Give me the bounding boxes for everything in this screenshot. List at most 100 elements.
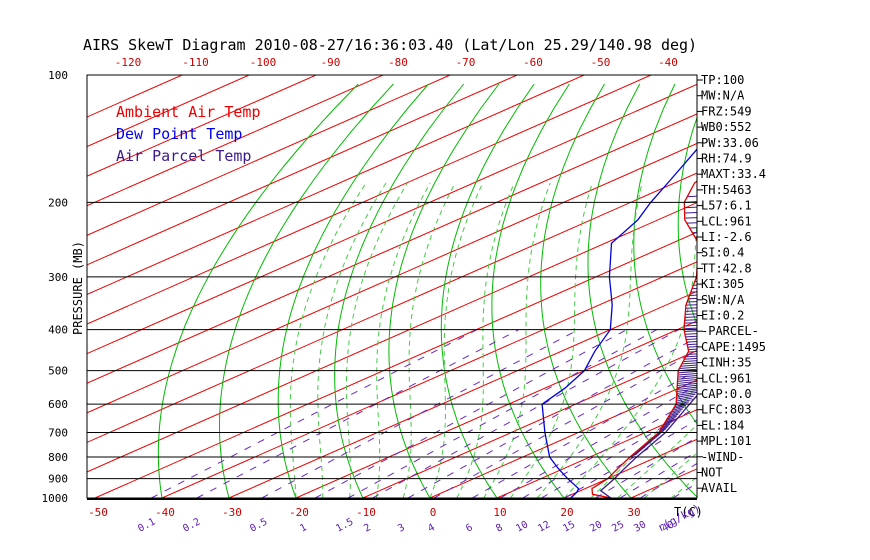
- dry-adiabat: [219, 83, 394, 498]
- dry-adiabat: [334, 83, 465, 498]
- isotherm: [87, 113, 697, 384]
- cape-hatch-line: [688, 351, 697, 353]
- mixing-ratio-line: [314, 329, 627, 498]
- parcel-param-lfc: LFC:803: [701, 403, 752, 417]
- cape-hatch-line: [664, 418, 675, 423]
- parcel-param-lcl: LCL:961: [701, 371, 752, 385]
- moist-adiabat: [563, 218, 697, 498]
- isotherm: [87, 202, 697, 473]
- moist-adiabat: [590, 385, 697, 498]
- param-tp: TP:100: [701, 73, 744, 87]
- grid-lines: [87, 75, 870, 507]
- chart-title: AIRS SkewT Diagram 2010-08-27/16:36:03.4…: [83, 36, 697, 54]
- cape-hatch-line: [684, 327, 697, 330]
- cape-hatch-line: [676, 390, 697, 394]
- temp-tick-label-top: -70: [456, 56, 476, 69]
- dry-adiabat: [843, 84, 870, 507]
- cape-hatch-line: [680, 364, 697, 367]
- param-ei: EI:0.2: [701, 309, 744, 323]
- temp-tick-label-bottom: -10: [356, 506, 376, 519]
- isotherm: [228, 290, 697, 498]
- pressure-tick-label: 300: [48, 271, 68, 284]
- wind-line: NOT: [701, 466, 723, 480]
- param-l57: L57:6.1: [701, 199, 752, 213]
- cape-hatch-line: [683, 360, 697, 363]
- parcel-param-cap: CAP:0.0: [701, 387, 752, 401]
- mixing-ratio-line: [564, 419, 697, 498]
- mixing-ratio-tick-label: 1.5: [334, 516, 355, 534]
- cape-hatch-line: [662, 422, 672, 426]
- legend: Ambient Air Temp Dew Point Temp Air Parc…: [116, 103, 261, 165]
- mixing-ratio-tick-label: 30: [632, 519, 648, 534]
- temp-tick-label-bottom: -50: [88, 506, 108, 519]
- dewpoint-line: [541, 148, 697, 498]
- cape-hatch-line: [681, 362, 697, 365]
- wind-line: AVAIL: [701, 481, 737, 495]
- moist-adiabat: [456, 182, 515, 498]
- moist-adiabat: [429, 182, 484, 498]
- temp-tick-label-bottom: -20: [289, 506, 309, 519]
- mixing-ratio-tick-label: 20: [588, 519, 604, 534]
- cape-hatch-line: [667, 413, 679, 418]
- y-axis-label: PRESSURE (MB): [71, 241, 85, 335]
- cape-hatch-line: [684, 333, 697, 335]
- param-mw: MW:N/A: [701, 89, 745, 103]
- legend-dew-point-temp: Dew Point Temp: [116, 125, 242, 143]
- cape-hatch-line: [676, 386, 697, 391]
- temp-tick-label-top: -60: [523, 56, 543, 69]
- isotherm: [765, 75, 870, 498]
- isotherm: [496, 409, 697, 498]
- mixing-ratio-line: [541, 406, 697, 498]
- moist-adiabat: [375, 182, 431, 498]
- mixing-ratio-tick-label: 2: [362, 522, 372, 535]
- isotherm: [87, 75, 518, 266]
- pressure-tick-label: 100: [48, 69, 68, 82]
- dry-adiabat: [540, 83, 632, 498]
- isotherm: [87, 75, 451, 236]
- param-lcl: LCL:961: [701, 214, 752, 228]
- mixing-ratio-line: [640, 462, 697, 498]
- mixing-ratio-tick-label: 1: [298, 522, 308, 535]
- temp-tick-label-bottom: -30: [222, 506, 242, 519]
- parcel-param-cape: CAPE:1495: [701, 340, 766, 354]
- cape-hatch-line: [686, 353, 697, 356]
- moist-adiabat: [617, 424, 697, 498]
- cape-hatch-line: [685, 355, 697, 358]
- isotherm: [87, 75, 384, 207]
- cape-hatch-line: [676, 395, 694, 400]
- isotherm: [87, 75, 652, 325]
- temp-tick-label-top: -90: [321, 56, 341, 69]
- cape-hatch-line: [684, 357, 697, 360]
- param-ki: KI:305: [701, 277, 744, 291]
- parcel-temp-line: [599, 394, 697, 498]
- mixing-ratio-line: [407, 336, 697, 498]
- moist-adiabat: [317, 182, 387, 498]
- cape-hatch-line: [677, 372, 697, 376]
- cape-hatch-line: [685, 335, 697, 338]
- cape-hatch-line: [672, 406, 685, 411]
- dry-adiabat: [157, 83, 359, 498]
- cape-hatch-line: [669, 411, 681, 416]
- cape-hatch-line: [658, 428, 667, 433]
- profiles: [541, 148, 697, 498]
- cape-hatch-line: [663, 420, 673, 425]
- moist-adiabat: [483, 182, 551, 498]
- cape-hatch-line: [677, 384, 697, 389]
- mixing-ratio-line: [372, 329, 680, 498]
- isotherm: [87, 75, 317, 177]
- isotherm: [429, 379, 697, 498]
- temp-tick-label-bottom: 0: [430, 506, 437, 519]
- mixing-ratio-line: [522, 396, 697, 498]
- mixing-ratio-line: [347, 329, 657, 498]
- cape-hatch-line: [659, 426, 668, 431]
- pressure-tick-label: 500: [48, 365, 68, 378]
- isotherm: [87, 83, 697, 355]
- dry-adiabat: [587, 83, 697, 498]
- mixing-ratio-line: [619, 450, 697, 498]
- isotherm: [94, 231, 697, 498]
- cape-hatch-line: [673, 404, 686, 409]
- isotherm: [87, 75, 585, 296]
- cape-hatch-line: [677, 380, 697, 384]
